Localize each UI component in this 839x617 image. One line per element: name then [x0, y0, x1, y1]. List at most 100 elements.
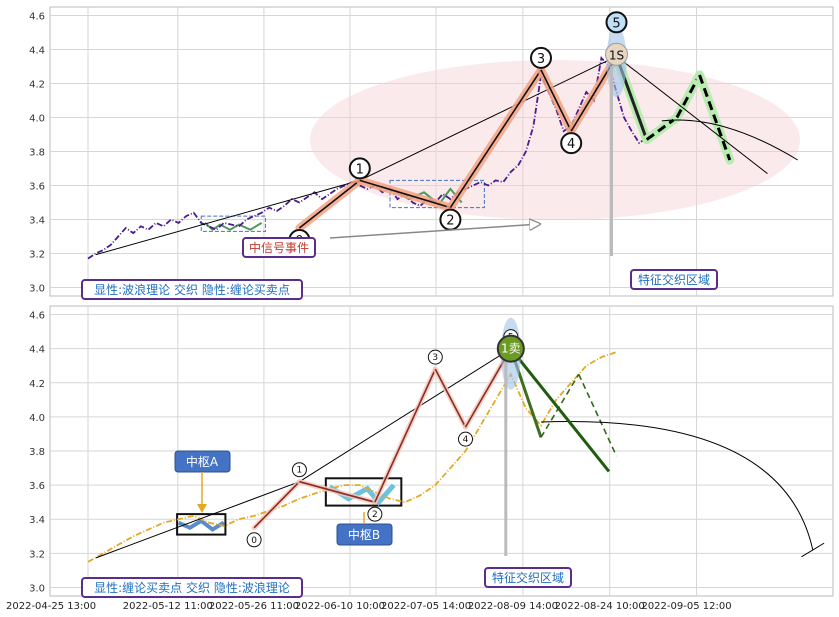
bottom-price-series: [87, 351, 617, 563]
x-tick-label: 2022-08-24 10:00: [555, 601, 645, 612]
y-tick-label: 3.8: [29, 447, 45, 458]
wave-segment: [298, 179, 361, 229]
wave-label-circle: [458, 431, 473, 447]
x-tick-label: 2022-04-25 13:00: [6, 601, 96, 612]
bottom-panel: 3.03.23.43.63.84.04.24.44.6 0123451卖 中枢A…: [29, 305, 834, 598]
bottom-zone-box: [484, 567, 572, 588]
pivot-b-box: [324, 477, 403, 507]
top-wave-lines: [295, 52, 621, 232]
wave-label-circle: [605, 11, 628, 34]
signal-label: 1S: [609, 48, 624, 62]
wave-segment: [449, 69, 542, 209]
pivot-b-label: 中枢B: [348, 527, 380, 542]
x-tick-label: 2022-06-10 10:00: [295, 601, 385, 612]
forecast-segment: [698, 74, 732, 161]
x-tick-label: 2022-07-05 14:00: [381, 601, 471, 612]
decay-arc: [661, 119, 798, 161]
y-tick-label: 4.0: [29, 114, 45, 125]
wave-label-text: 2: [372, 510, 378, 520]
wave-label-text: 4: [567, 137, 575, 152]
x-tick-label: 2022-09-05 12:00: [641, 601, 731, 612]
wave-segment: [253, 481, 300, 529]
top-wave-labels: 0123451S: [288, 11, 628, 251]
wave-label-circle: [367, 506, 383, 522]
top-event-label: 中信号事件: [249, 240, 309, 255]
decay-arc-cap: [801, 542, 825, 558]
wave-segment: [359, 179, 451, 209]
sell-label: 1卖: [501, 342, 521, 356]
wave-label-text: 4: [463, 435, 469, 445]
x-tick-label: 2022-05-12 11:00: [123, 601, 213, 612]
wave-label-circle: [427, 349, 443, 365]
top-trend-line: [95, 55, 617, 256]
bottom-legend-box: [81, 577, 303, 598]
pivot-a-label: 中枢A: [186, 454, 219, 469]
y-tick-label: 3.6: [29, 481, 45, 492]
wave-label-circle: [348, 157, 371, 180]
bottom-pen-labels: 0123451卖: [246, 329, 525, 548]
y-tick-label: 4.0: [29, 413, 45, 424]
y-tick-label: 3.6: [29, 182, 45, 193]
top-legend-label: 显性:波浪理论 交织 隐性:缠论买卖点: [94, 282, 290, 297]
top-legend-box: [81, 279, 303, 300]
y-tick-label: 3.4: [29, 515, 45, 526]
x-tick-label: 2022-08-09 14:00: [468, 601, 558, 612]
trend-line-segment: [95, 179, 360, 256]
wave-label-text: 5: [612, 16, 620, 31]
wave-label-text: 0: [251, 536, 257, 546]
top-event-box: [242, 237, 316, 258]
trend-line-segment: [299, 348, 512, 483]
bottom-zone-label: 特征交织区域: [492, 570, 564, 585]
y-tick-label: 4.2: [29, 379, 45, 390]
forecast-segment: [675, 74, 701, 119]
y-tick-label: 3.0: [29, 284, 45, 295]
forecast-segment: [645, 116, 678, 141]
top-panel: 3.03.23.43.63.84.04.24.44.6 0123451S 显性:…: [29, 6, 834, 300]
y-tick-label: 4.6: [29, 311, 45, 322]
y-tick-label: 4.2: [29, 80, 45, 91]
bottom-legend-label: 显性:缠论买卖点 交织 隐性:波浪理论: [94, 580, 290, 595]
forecast-segment: [540, 373, 580, 438]
y-tick-label: 3.2: [29, 250, 45, 261]
y-tick-label: 3.4: [29, 216, 45, 227]
decay-arc: [540, 421, 814, 551]
sell-circle: [496, 334, 525, 363]
wave-label-circle: [530, 46, 552, 69]
wave-label-circle: [560, 132, 583, 155]
wave-label-text: 3: [537, 52, 545, 67]
forecast-segment: [578, 373, 618, 457]
trend-line-segment: [95, 481, 300, 559]
y-tick-label: 4.4: [29, 46, 45, 57]
y-tick-label: 3.0: [29, 583, 45, 594]
bottom-trend-line: [95, 348, 512, 559]
signal-circle: [605, 42, 628, 66]
bottom-y-tick-labels: 3.0 3.2 3.4 3.6 3.8 4.0 4.2 4.4 4.6: [29, 311, 45, 595]
top-event-arrow: [329, 224, 540, 239]
pivot-a-zigzag: [177, 518, 225, 532]
pivot-a-box: [176, 513, 227, 536]
wave-segment: [434, 368, 467, 428]
wave-label-text: 1: [297, 466, 303, 476]
wave-segment: [299, 480, 376, 503]
decay-line: [616, 55, 768, 174]
top-y-tick-labels: 3.0 3.2 3.4 3.6 3.8 4.0 4.2 4.4 4.6: [29, 12, 45, 295]
pivot-zigzag: [204, 222, 263, 231]
y-tick-label: 4.4: [29, 345, 45, 356]
forecast-segment: [509, 347, 611, 473]
bottom-forecast-lines: [509, 347, 825, 558]
wave-segment: [374, 368, 437, 503]
top-zone-label: 特征交织区域: [638, 272, 710, 287]
wave-label-text: 1: [356, 162, 364, 177]
bottom-pen-lines: [251, 346, 514, 531]
wave-label-circle: [246, 532, 262, 548]
top-zone-box: [630, 269, 718, 290]
y-tick-label: 4.6: [29, 12, 45, 23]
x-tick-label: 2022-05-26 11:00: [209, 601, 299, 612]
price-line: [87, 351, 617, 563]
wave-label-circle: [291, 462, 307, 478]
y-tick-label: 3.2: [29, 549, 45, 560]
wave-segment: [540, 69, 572, 132]
y-tick-label: 3.8: [29, 148, 45, 159]
trend-line-segment: [359, 55, 617, 181]
